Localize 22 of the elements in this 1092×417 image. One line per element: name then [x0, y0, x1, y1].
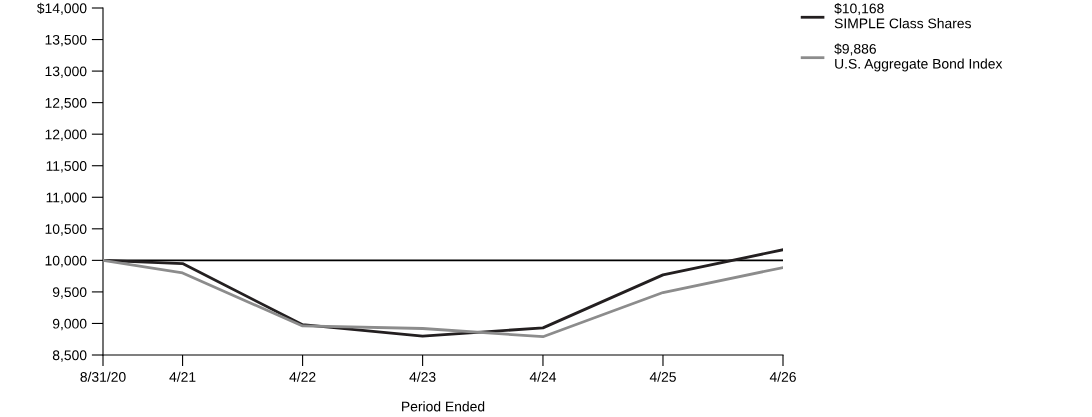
y-tick-label: 11,500 [46, 161, 87, 173]
x-tick-label: 4/26 [769, 371, 796, 382]
x-tick-label: 4/25 [649, 371, 676, 382]
legend-label: $10,168 SIMPLE Class Shares [834, 2, 971, 29]
x-tick-label: 8/31/20 [80, 371, 126, 382]
y-tick-label: 9,500 [52, 287, 87, 299]
y-tick-label: 13,500 [45, 34, 87, 47]
y-tick-label: 8,500 [52, 350, 87, 362]
y-tick-label: 12,000 [45, 129, 87, 141]
y-tick-label: 13,000 [45, 66, 87, 78]
y-tick-label: 10,500 [45, 224, 87, 236]
legend-label: $9,886 U.S. Aggregate Bond Index [834, 43, 1003, 72]
y-tick-label: 12,500 [45, 97, 87, 110]
y-tick-label: 9,000 [52, 318, 87, 331]
x-axis-title: Period Ended [402, 401, 485, 412]
y-tick-label: 10,000 [45, 255, 87, 268]
x-tick-label: 4/21 [169, 371, 196, 382]
y-tick-label: 11,000 [46, 192, 87, 205]
x-tick-label: 4/24 [529, 371, 557, 382]
x-tick-label: 4/22 [289, 371, 316, 382]
x-tick-label: 4/23 [409, 371, 436, 382]
y-tick-label: $14,000 [36, 2, 87, 15]
